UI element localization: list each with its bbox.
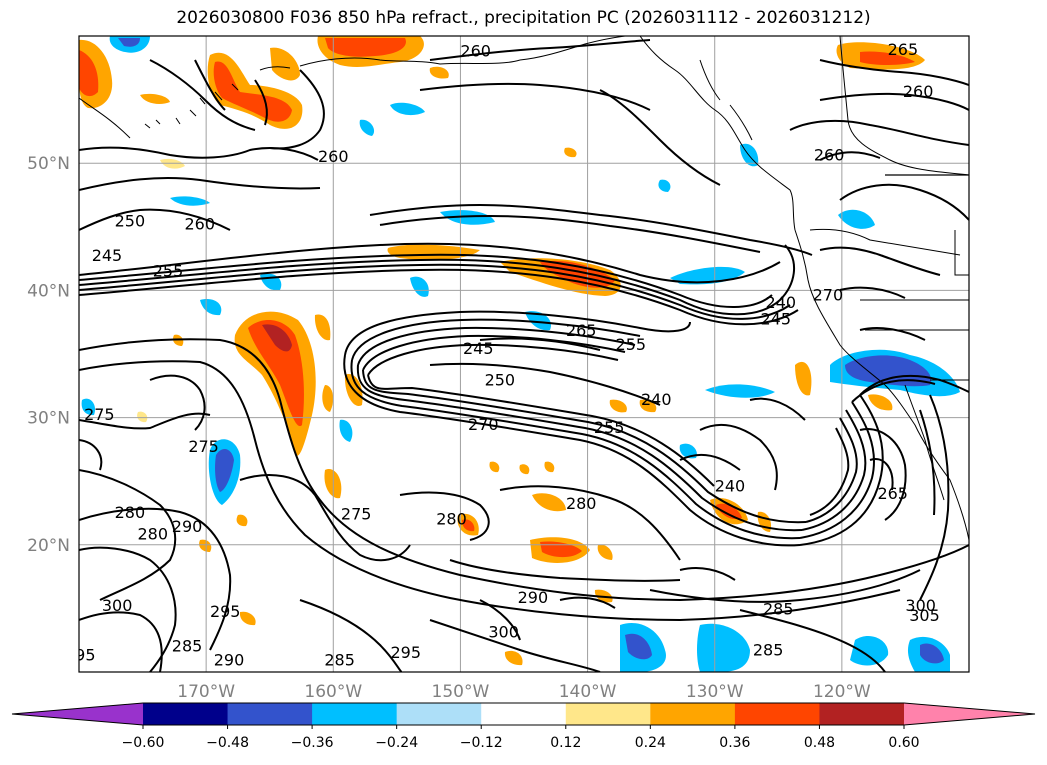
contour-label: 240 bbox=[641, 390, 672, 409]
contour-label: 275 bbox=[188, 437, 219, 456]
contour-label: 300 bbox=[905, 596, 936, 615]
colorbar-bin bbox=[396, 703, 482, 725]
colorbar-tick-label: 0.24 bbox=[635, 735, 666, 751]
colorbar-tick-label: 0.12 bbox=[550, 735, 581, 751]
contour-label: 250 bbox=[485, 371, 516, 390]
colorbar-bin bbox=[143, 703, 229, 725]
contour-label: 285 bbox=[753, 640, 784, 659]
contour-label: 260 bbox=[814, 146, 845, 165]
contour-label: 240 bbox=[766, 293, 797, 312]
colorbar-under-arrow bbox=[12, 703, 143, 725]
contour-label: 260 bbox=[318, 147, 349, 166]
colorbar-bin bbox=[734, 703, 820, 725]
map-frame bbox=[78, 35, 970, 673]
contour-label: 255 bbox=[153, 261, 184, 280]
coastlines bbox=[79, 36, 969, 541]
contour-label: 240 bbox=[715, 476, 746, 495]
contour-label: 265 bbox=[877, 484, 908, 503]
colorbar-tick-label: 0.60 bbox=[888, 735, 919, 751]
colorbar-tick-label: −0.24 bbox=[375, 735, 418, 751]
contour-label: 260 bbox=[185, 214, 216, 233]
colorbar-tick-label: −0.60 bbox=[122, 735, 165, 751]
contour-label: 245 bbox=[463, 339, 494, 358]
colorbar-bin bbox=[819, 703, 905, 725]
map-title: 2026030800 F036 850 hPa refract., precip… bbox=[176, 8, 871, 28]
lon-label: 140°W bbox=[559, 682, 617, 702]
contour-label: 285 bbox=[172, 637, 203, 656]
contour-label: 95 bbox=[75, 645, 95, 664]
contour-label: 245 bbox=[92, 246, 123, 265]
contour-label: 250 bbox=[115, 212, 146, 231]
contour-label: 285 bbox=[324, 651, 355, 670]
contour-label: 280 bbox=[137, 525, 168, 544]
lat-label: 20°N bbox=[27, 536, 70, 556]
contour-label: 255 bbox=[616, 335, 647, 354]
contour-label: 280 bbox=[566, 494, 597, 513]
colorbar-tick-label: −0.48 bbox=[206, 735, 249, 751]
precip-shading bbox=[79, 36, 960, 672]
graticule bbox=[79, 36, 969, 672]
colorbar-bin bbox=[227, 703, 313, 725]
contour-label: 260 bbox=[903, 82, 934, 101]
colorbar-over-arrow bbox=[904, 703, 1035, 725]
contour-label: 285 bbox=[763, 600, 794, 619]
lat-label: 40°N bbox=[27, 281, 70, 301]
contour-label: 270 bbox=[813, 285, 844, 304]
contour-label: 295 bbox=[210, 602, 241, 621]
colorbar-tick-label: −0.36 bbox=[291, 735, 334, 751]
contour-label: 295 bbox=[390, 643, 421, 662]
contour-label: 275 bbox=[341, 504, 372, 523]
contour-label: 275 bbox=[84, 405, 115, 424]
colorbar-tick-label: 0.48 bbox=[804, 735, 835, 751]
colorbar-ticks: −0.60 −0.48 −0.36 −0.24 −0.12 0.12 0.24 0.36 0.4… bbox=[122, 725, 920, 751]
contour-label: 290 bbox=[214, 651, 245, 670]
contour-label: 305 bbox=[909, 606, 940, 625]
contour-label: 255 bbox=[594, 418, 625, 437]
longitude-labels: 170°W 160°W 150°W 140°W 130°W 120°W bbox=[177, 682, 871, 702]
colorbar-tick-label: 0.36 bbox=[719, 735, 750, 751]
colorbar: −0.60 −0.48 −0.36 −0.24 −0.12 0.12 0.24 0.36 0.4… bbox=[11, 702, 1036, 751]
refractivity-contours bbox=[79, 39, 969, 672]
contour-label: 280 bbox=[436, 509, 467, 528]
contour-label: 245 bbox=[760, 310, 791, 329]
lon-label: 130°W bbox=[686, 682, 744, 702]
lon-label: 150°W bbox=[432, 682, 490, 702]
contour-label: 290 bbox=[518, 588, 549, 607]
lat-label: 30°N bbox=[27, 409, 70, 429]
contour-label: 265 bbox=[566, 321, 597, 340]
lat-label: 50°N bbox=[27, 154, 70, 174]
colorbar-bin bbox=[650, 703, 736, 725]
colorbar-bin bbox=[565, 703, 651, 725]
contour-label: 300 bbox=[488, 623, 519, 642]
contour-label: 290 bbox=[172, 517, 203, 536]
contour-label: 270 bbox=[468, 415, 499, 434]
colorbar-bin bbox=[481, 703, 567, 725]
contour-label: 280 bbox=[115, 503, 146, 522]
colorbar-bins bbox=[143, 703, 905, 725]
lon-label: 120°W bbox=[813, 682, 871, 702]
contour-label: 260 bbox=[460, 41, 491, 60]
lon-label: 160°W bbox=[304, 682, 362, 702]
contour-label: 265 bbox=[888, 40, 919, 59]
colorbar-bin bbox=[312, 703, 398, 725]
lon-label: 170°W bbox=[177, 682, 235, 702]
colorbar-tick-label: −0.12 bbox=[460, 735, 503, 751]
contour-label: 300 bbox=[102, 596, 133, 615]
latitude-labels: 50°N 40°N 30°N 20°N bbox=[27, 154, 70, 556]
